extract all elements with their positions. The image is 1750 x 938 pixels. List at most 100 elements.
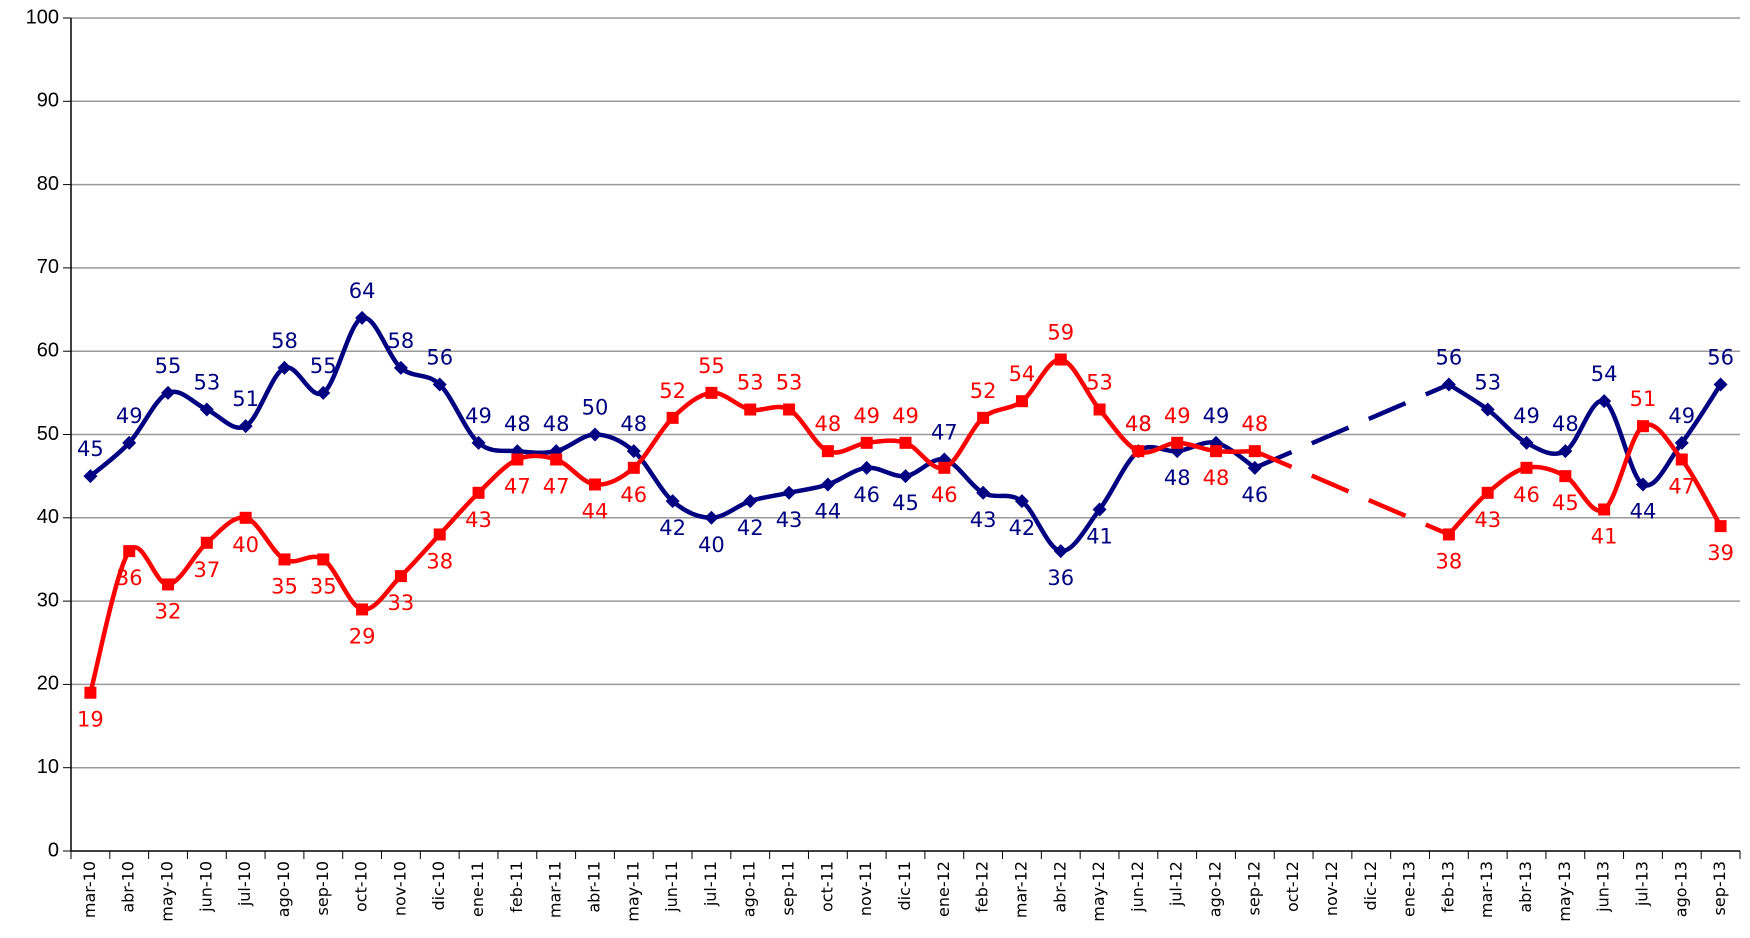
data-label: 46 — [620, 483, 647, 507]
marker — [123, 545, 136, 558]
x-tick-label: dic-10 — [429, 861, 448, 911]
data-label: 43 — [970, 508, 997, 532]
data-label: 42 — [1009, 516, 1036, 540]
marker — [1714, 520, 1727, 533]
x-tick-label: sep-12 — [1244, 861, 1263, 915]
x-tick-label: ene-11 — [468, 861, 487, 917]
marker — [860, 436, 873, 449]
data-label: 44 — [582, 499, 609, 523]
data-label: 46 — [1241, 483, 1268, 507]
data-label: 42 — [659, 516, 686, 540]
marker — [1481, 486, 1494, 499]
marker — [705, 386, 718, 399]
data-label: 48 — [1125, 412, 1152, 436]
x-tick-label: sep-10 — [313, 861, 332, 915]
marker — [1210, 445, 1223, 458]
marker — [1441, 377, 1456, 392]
marker — [1558, 444, 1573, 459]
data-label: 43 — [1474, 508, 1501, 532]
x-tick-label: jun-11 — [662, 861, 681, 913]
marker — [277, 360, 292, 375]
data-label: 48 — [620, 412, 647, 436]
x-tick-label: mar-13 — [1477, 861, 1496, 918]
x-tick-label: ago-10 — [274, 861, 293, 917]
marker — [666, 411, 679, 424]
data-label: 53 — [737, 371, 764, 395]
data-label: 47 — [543, 474, 570, 498]
data-label: 41 — [1591, 524, 1618, 548]
marker — [977, 411, 990, 424]
data-label: 54 — [1591, 362, 1618, 386]
data-label: 56 — [1436, 346, 1463, 370]
x-tick-label: mar-11 — [546, 861, 565, 918]
y-tick-label: 10 — [37, 756, 59, 778]
x-tick-label: oct-10 — [352, 861, 371, 912]
x-tick-label: mar-12 — [1011, 861, 1030, 918]
x-tick-label: ene-12 — [934, 861, 953, 917]
marker — [1132, 445, 1145, 458]
gap-line — [1253, 382, 1450, 470]
marker — [1248, 445, 1261, 458]
y-tick-label: 60 — [37, 339, 59, 361]
marker — [471, 435, 486, 450]
marker — [587, 427, 602, 442]
data-label: 42 — [737, 516, 764, 540]
y-tick-label: 40 — [37, 506, 59, 528]
data-label: 64 — [349, 279, 376, 303]
data-label: 49 — [465, 404, 492, 428]
marker — [783, 403, 796, 416]
data-label: 50 — [582, 396, 609, 420]
marker — [433, 528, 446, 541]
data-label: 33 — [388, 591, 415, 615]
data-label: 53 — [1086, 371, 1113, 395]
y-tick-label: 100 — [26, 6, 59, 28]
x-tick-label: abr-12 — [1050, 861, 1069, 913]
data-label: 49 — [1164, 404, 1191, 428]
data-label: 49 — [853, 404, 880, 428]
x-tick-label: ene-13 — [1400, 861, 1419, 917]
marker — [393, 360, 408, 375]
data-label: 54 — [1009, 362, 1036, 386]
x-tick-label: jun-10 — [196, 861, 215, 913]
marker — [743, 494, 758, 509]
y-tick-label: 80 — [37, 173, 59, 195]
marker — [472, 486, 485, 499]
data-label: 37 — [193, 558, 220, 582]
data-label: 52 — [970, 379, 997, 403]
x-tick-label: feb-11 — [507, 861, 526, 913]
marker — [200, 536, 213, 549]
marker — [1597, 394, 1612, 409]
marker — [1014, 494, 1029, 509]
data-label: 55 — [698, 354, 725, 378]
marker — [899, 436, 912, 449]
data-label: 43 — [465, 508, 492, 532]
marker — [317, 553, 330, 566]
data-label: 56 — [1707, 346, 1734, 370]
y-tick-label: 30 — [37, 589, 59, 611]
data-label: 46 — [1513, 483, 1540, 507]
marker — [1713, 377, 1728, 392]
data-label: 35 — [310, 574, 337, 598]
marker — [122, 435, 137, 450]
y-tick-label: 0 — [48, 839, 59, 861]
data-label: 58 — [271, 329, 298, 353]
data-label: 29 — [349, 624, 376, 648]
x-tick-label: jun-12 — [1128, 861, 1147, 913]
x-tick-label: ago-11 — [740, 861, 759, 917]
marker — [588, 478, 601, 491]
data-label: 48 — [1552, 412, 1579, 436]
x-tick-label: ago-13 — [1671, 861, 1690, 917]
data-label: 38 — [426, 549, 453, 573]
x-tick-label: jul-11 — [701, 861, 720, 907]
marker — [238, 419, 253, 434]
marker — [511, 453, 524, 466]
data-label: 38 — [1436, 549, 1463, 573]
x-tick-label: jun-13 — [1594, 861, 1613, 913]
marker — [1675, 453, 1688, 466]
x-tick-label: ago-12 — [1206, 861, 1225, 917]
marker — [821, 445, 834, 458]
x-tick-label: sep-11 — [779, 861, 798, 915]
data-label: 41 — [1086, 524, 1113, 548]
x-tick-label: may-13 — [1555, 861, 1574, 922]
